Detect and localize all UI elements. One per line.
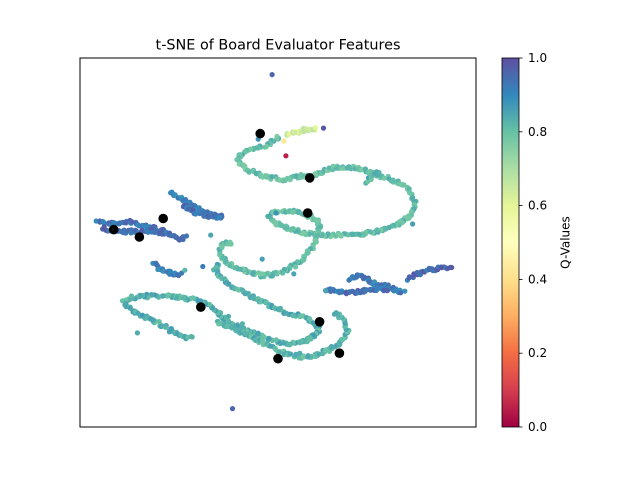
embedding-point (189, 334, 195, 340)
colorbar-tick-label: 0.2 (528, 346, 547, 360)
highlighted-sample-point (134, 232, 145, 242)
embedding-point (286, 131, 292, 137)
embedding-point (410, 221, 416, 227)
embedding-point (151, 229, 157, 235)
embedding-point (322, 287, 329, 294)
embedding-point (410, 195, 416, 201)
highlighted-sample-point (158, 213, 168, 224)
highlighted-sample-point (302, 208, 313, 218)
embedding-point (123, 220, 129, 226)
embedding-point (273, 269, 279, 275)
embedding-point (182, 267, 188, 273)
embedding-point (259, 256, 265, 262)
colorbar-label: Q-Values (559, 216, 573, 269)
highlighted-sample-point (314, 317, 325, 327)
embedding-point (162, 324, 169, 330)
colorbar-tick-label: 1.0 (528, 51, 547, 65)
colorbar: 0.0 0.2 0.4 0.6 0.8 1.0 Q-Values (501, 51, 573, 434)
embedding-point (312, 125, 318, 131)
embedding-point (339, 288, 345, 294)
plot-area (93, 72, 455, 412)
embedding-point (356, 231, 362, 237)
colorbar-gradient (501, 57, 520, 428)
embedding-point (167, 268, 173, 274)
embedding-point (328, 343, 335, 350)
highlighted-sample-point (108, 224, 119, 235)
embedding-point (193, 211, 199, 217)
embedding-point (312, 237, 318, 243)
embedding-point (239, 321, 245, 327)
embedding-point (132, 296, 138, 302)
colorbar-tick-label: 0.8 (528, 125, 547, 139)
highlighted-sample-point (273, 353, 283, 364)
embedding-point (246, 169, 252, 175)
highlighted-sample-point (304, 173, 315, 183)
embedding-point (398, 290, 404, 296)
embedding-point (288, 351, 294, 357)
chart-title: t-SNE of Board Evaluator Features (156, 38, 401, 54)
embedding-point (277, 349, 283, 355)
embedding-point (150, 317, 156, 323)
embedding-point (297, 350, 303, 356)
embedding-point (406, 186, 412, 192)
embedding-point (260, 342, 266, 348)
embedding-point (292, 264, 299, 270)
highlighted-sample-point (255, 128, 265, 139)
embedding-point (262, 144, 268, 150)
embedding-point (281, 138, 287, 144)
embedding-point (111, 220, 117, 226)
embedding-point (390, 179, 396, 185)
embedding-point (269, 174, 275, 180)
embedding-point (255, 270, 262, 276)
colorbar-tick-label: 0.6 (528, 199, 547, 213)
embedding-point (228, 241, 234, 247)
highlighted-sample-point (196, 302, 206, 312)
embedding-point (320, 125, 327, 131)
embedding-point (278, 269, 284, 275)
embedding-point (134, 330, 140, 336)
embedding-point (283, 153, 289, 159)
highlighted-sample-point (334, 348, 345, 359)
embedding-point (376, 169, 382, 176)
embedding-point (159, 231, 165, 237)
embedding-point (449, 264, 455, 271)
colorbar-tick-label: 0.0 (528, 420, 547, 434)
embedding-point (305, 354, 311, 360)
embedding-point (273, 210, 279, 216)
embedding-point (402, 288, 408, 294)
embedding-point (183, 233, 190, 239)
embedding-point (293, 352, 299, 358)
embedding-point (229, 406, 236, 412)
colorbar-tick-label: 0.4 (528, 272, 547, 286)
embedding-point (225, 313, 232, 319)
embedding-point (206, 301, 213, 307)
embedding-point (226, 281, 232, 287)
embedding-point (300, 354, 307, 360)
embedding-point (200, 263, 206, 270)
embedding-point (208, 232, 214, 238)
embedding-point (277, 307, 283, 313)
embedding-point (217, 214, 223, 220)
embedding-point (346, 277, 352, 283)
embedding-point (291, 271, 297, 277)
embedding-point (159, 293, 166, 299)
embedding-point (333, 310, 339, 316)
plot-frame (79, 57, 477, 428)
embedding-point (384, 288, 390, 294)
embedding-point (269, 72, 275, 78)
